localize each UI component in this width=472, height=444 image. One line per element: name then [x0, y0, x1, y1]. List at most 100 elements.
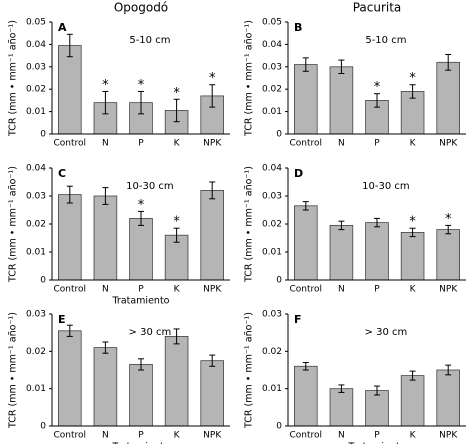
bar [294, 205, 318, 281]
x-tick-label: NPK [203, 285, 222, 295]
y-tick-label: 0.05 [26, 18, 46, 28]
y-tick-label: 0 [276, 130, 282, 140]
bar [129, 363, 153, 427]
depth-annotation: 10-30 cm [362, 181, 409, 192]
y-tick-label: 0.04 [262, 164, 282, 174]
bar [329, 388, 354, 427]
column-title: Opogodó [114, 1, 168, 15]
x-tick-label: P [374, 285, 380, 295]
x-tick-label: NPK [439, 285, 458, 295]
significance-mark: * [374, 80, 381, 95]
bar [400, 375, 425, 427]
panel-label: D [294, 167, 303, 180]
x-tick-label: P [374, 139, 380, 149]
x-tick-label: Control [290, 285, 323, 295]
y-tick-label: 0 [40, 276, 46, 286]
x-tick-label: Control [290, 139, 323, 149]
x-tick-label: NPK [203, 431, 222, 441]
bar [365, 390, 389, 427]
y-tick-label: 0.03 [262, 192, 282, 202]
x-tick-label: N [102, 139, 109, 149]
y-tick-label: 0 [40, 130, 46, 140]
bar [436, 61, 460, 135]
x-tick-label: NPK [203, 139, 222, 149]
x-axis-label: Tratamiento [112, 296, 170, 307]
y-tick-label: 0.02 [262, 347, 282, 357]
bar [400, 231, 425, 281]
bar [93, 195, 118, 281]
bar [58, 45, 82, 135]
y-tick-label: 0.01 [262, 107, 282, 117]
panel-label: A [58, 21, 67, 34]
x-tick-label: N [338, 139, 345, 149]
column-title: Pacurita [353, 1, 402, 15]
x-axis-label: Tratamiento [112, 442, 170, 444]
y-tick-label: 0 [276, 276, 282, 286]
x-tick-label: N [102, 285, 109, 295]
depth-annotation: 5-10 cm [365, 35, 406, 46]
x-tick-label: K [174, 431, 181, 441]
x-tick-label: P [138, 139, 144, 149]
bar [93, 347, 118, 427]
y-tick-label: 0.01 [26, 384, 46, 394]
y-axis-label: TCR (mm • mm⁻¹ año⁻¹) [8, 312, 19, 429]
y-tick-label: 0.03 [262, 310, 282, 320]
x-tick-label: P [374, 431, 380, 441]
y-tick-label: 0.04 [26, 164, 46, 174]
y-tick-label: 0.02 [26, 347, 46, 357]
bar [164, 335, 189, 427]
y-tick-label: 0 [40, 422, 46, 432]
bar [365, 222, 389, 281]
y-tick-label: 0.03 [26, 310, 46, 320]
x-tick-label: N [102, 431, 109, 441]
x-axis-label: Tratamiento [348, 442, 406, 444]
bar [436, 229, 460, 281]
depth-annotation: 10-30 cm [126, 181, 173, 192]
panel-label: E [58, 313, 66, 326]
y-tick-label: 0.03 [262, 62, 282, 72]
y-tick-label: 0.05 [262, 18, 282, 28]
significance-mark: * [138, 78, 145, 93]
x-tick-label: NPK [439, 431, 458, 441]
y-tick-label: 0.04 [262, 40, 282, 50]
y-axis-label: TCR (mm • mm⁻¹ año⁻¹) [244, 166, 255, 283]
bar [294, 64, 318, 135]
bar [129, 217, 153, 281]
depth-annotation: 5-10 cm [129, 35, 170, 46]
depth-annotation: > 30 cm [129, 327, 172, 338]
x-tick-label: K [410, 285, 417, 295]
x-tick-label: Control [54, 285, 87, 295]
significance-mark: * [138, 198, 145, 213]
y-tick-label: 0.01 [262, 248, 282, 258]
y-tick-label: 0.02 [262, 85, 282, 95]
y-tick-label: 0.03 [26, 192, 46, 202]
x-tick-label: NPK [439, 139, 458, 149]
y-tick-label: 0.02 [26, 85, 46, 95]
y-axis-label: TCR (mm • mm⁻¹ año⁻¹) [244, 312, 255, 429]
x-tick-label: P [138, 285, 144, 295]
significance-mark: * [102, 78, 109, 93]
y-tick-label: 0.01 [26, 248, 46, 258]
bar [294, 365, 318, 427]
y-tick-label: 0.02 [262, 220, 282, 230]
y-tick-label: 0 [276, 422, 282, 432]
bar [436, 369, 460, 427]
x-tick-label: K [410, 431, 417, 441]
y-axis-label: TCR (mm • mm⁻¹ año⁻¹) [8, 20, 19, 137]
y-tick-label: 0.04 [26, 40, 46, 50]
x-tick-label: N [338, 431, 345, 441]
y-axis-label: TCR (mm • mm⁻¹ año⁻¹) [8, 166, 19, 283]
significance-mark: * [209, 71, 216, 86]
x-tick-label: Control [54, 139, 87, 149]
bar [200, 360, 224, 427]
significance-mark: * [173, 215, 180, 230]
significance-mark: * [409, 71, 416, 86]
panel-label: B [294, 21, 302, 34]
x-tick-label: P [138, 431, 144, 441]
bar [58, 194, 82, 281]
x-tick-label: K [174, 285, 181, 295]
panel-label: F [294, 313, 302, 326]
x-tick-label: N [338, 285, 345, 295]
significance-mark: * [445, 212, 452, 227]
